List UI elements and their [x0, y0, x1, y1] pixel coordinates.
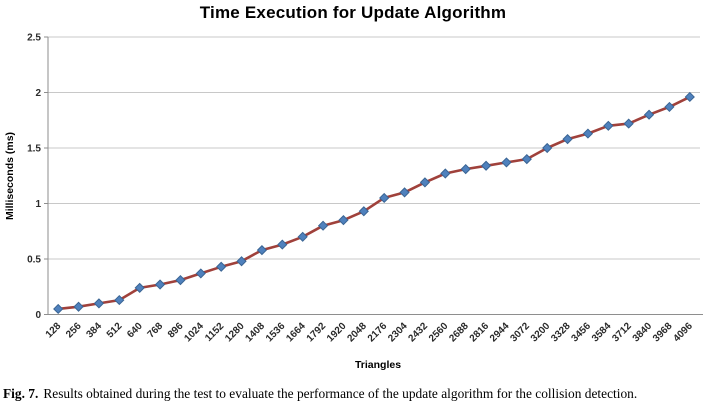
figure-caption-text: Results obtained during the test to eval…	[43, 386, 638, 401]
data-point-marker	[562, 134, 573, 145]
x-tick-label: 3072	[508, 321, 532, 345]
x-tick-label: 768	[146, 321, 166, 341]
x-tick-label: 3712	[610, 321, 634, 345]
figure-caption: Fig. 7. Results obtained during the test …	[3, 386, 703, 402]
data-point-marker	[236, 256, 247, 267]
x-tick-label: 1664	[284, 321, 308, 345]
data-point-marker	[256, 245, 268, 256]
y-tick-label: 0.5	[27, 255, 41, 266]
data-point-marker	[195, 268, 206, 279]
x-tick-label: 1408	[244, 321, 268, 345]
data-point-marker	[603, 120, 614, 131]
x-tick-label: 2944	[488, 321, 512, 345]
x-tick-label: 1920	[325, 321, 349, 345]
x-tick-label: 3456	[570, 321, 594, 345]
data-point-marker	[643, 109, 655, 120]
x-tick-label: 2176	[366, 321, 390, 345]
figure-caption-label: Fig. 7.	[3, 386, 39, 401]
data-point-marker	[175, 274, 186, 286]
x-axis-title: Triangles	[355, 359, 401, 371]
data-point-marker	[297, 231, 308, 242]
data-point-marker	[582, 128, 594, 139]
data-point-marker	[684, 91, 695, 103]
x-tick-label: 512	[105, 321, 125, 341]
data-point-marker	[358, 206, 369, 217]
data-point-marker	[542, 142, 553, 154]
data-point-marker	[114, 294, 125, 306]
x-tick-label: 384	[84, 321, 104, 341]
y-axis-title: Milliseconds (ms)	[4, 132, 16, 220]
x-tick-label: 128	[44, 321, 64, 341]
y-tick-label: 1	[35, 199, 41, 210]
x-tick-label: 1152	[203, 321, 226, 344]
data-point-marker	[134, 282, 145, 293]
y-tick-label: 2	[35, 88, 41, 99]
x-tick-label: 3328	[549, 321, 573, 345]
y-tick-label: 1.5	[27, 144, 41, 155]
data-point-marker	[623, 118, 634, 129]
data-point-marker	[277, 239, 288, 250]
data-point-marker	[440, 168, 451, 179]
data-point-marker	[317, 220, 329, 231]
x-tick-label: 2688	[447, 321, 471, 345]
data-point-marker	[399, 187, 410, 198]
data-point-marker	[93, 298, 105, 309]
chart-title: Time Execution for Update Algorithm	[199, 3, 507, 22]
x-tick-label: 256	[64, 321, 84, 341]
data-point-marker	[338, 215, 349, 226]
x-tick-label: 1024	[182, 321, 206, 345]
x-tick-label: 2048	[345, 321, 369, 345]
series-line	[56, 95, 692, 311]
y-tick-label: 0	[35, 310, 41, 321]
data-point-marker	[460, 163, 471, 175]
x-tick-label: 3968	[651, 321, 675, 345]
x-tick-label: 2304	[386, 321, 410, 345]
x-tick-label: 1792	[305, 321, 329, 345]
data-point-marker	[521, 153, 532, 165]
data-point-marker	[419, 177, 431, 188]
x-tick-label: 3584	[590, 321, 614, 345]
x-tick-label: 3840	[631, 321, 655, 345]
data-point-marker	[154, 279, 166, 290]
data-point-marker	[53, 303, 64, 315]
x-tick-label: 3200	[529, 321, 553, 345]
data-point-marker	[379, 192, 390, 204]
x-tick-label: 640	[125, 321, 145, 341]
x-tick-label: 2816	[468, 321, 492, 345]
data-point-marker	[501, 157, 512, 168]
x-tick-label: 4096	[671, 321, 695, 345]
y-tick-label: 2.5	[27, 33, 41, 44]
data-point-marker	[664, 101, 675, 113]
data-point-marker	[73, 301, 84, 312]
x-tick-label: 1536	[264, 321, 288, 345]
x-tick-label: 1280	[223, 321, 247, 345]
x-tick-label: 2560	[427, 321, 451, 345]
x-tick-label: 2432	[407, 321, 431, 345]
data-point-marker	[216, 261, 227, 272]
data-point-marker	[480, 160, 492, 171]
